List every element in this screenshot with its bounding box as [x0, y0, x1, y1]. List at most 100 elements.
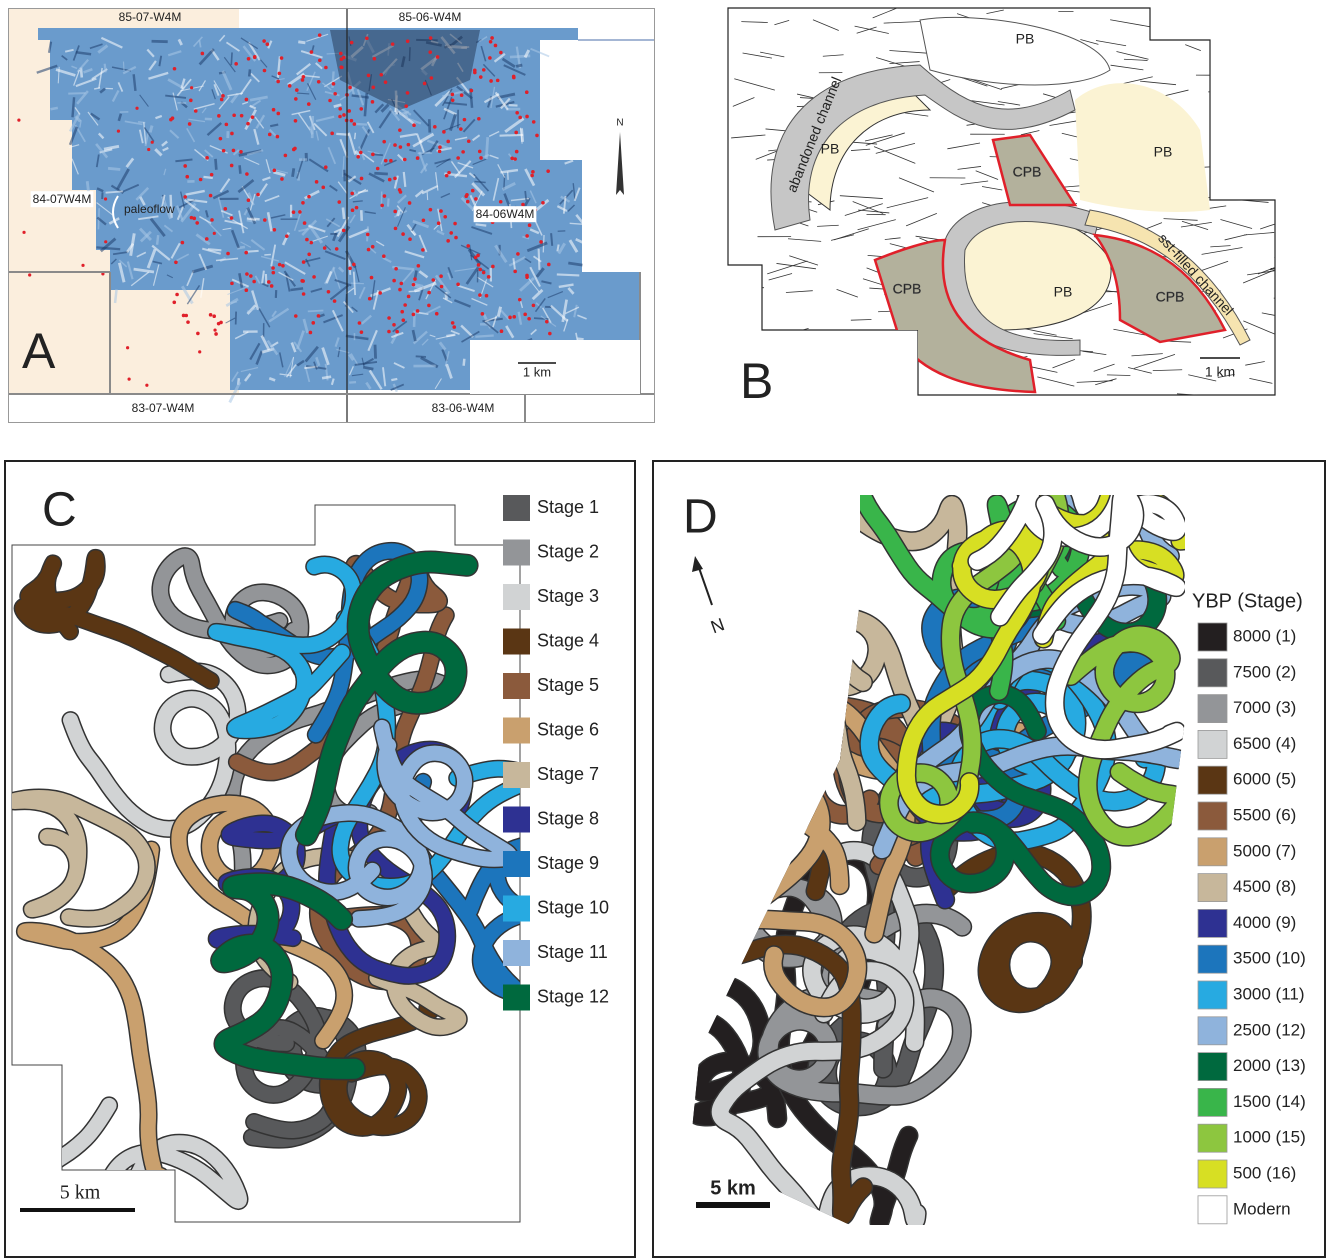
well [251, 115, 255, 119]
legend-label: Stage 1 [537, 497, 599, 517]
well [494, 44, 498, 48]
well [408, 237, 412, 241]
legend-swatch [1198, 659, 1227, 687]
legend-label: 8000 (1) [1233, 626, 1296, 645]
legend-label: Stage 10 [537, 897, 609, 917]
well [513, 157, 517, 161]
well [263, 69, 267, 73]
well [456, 282, 460, 286]
well [318, 33, 322, 37]
well [370, 276, 374, 280]
well [398, 128, 402, 132]
well [365, 36, 369, 40]
legend-swatch [1198, 909, 1227, 937]
legend-swatch [503, 851, 530, 877]
well [217, 114, 221, 118]
well [398, 188, 402, 192]
texture-stroke [539, 249, 540, 270]
well [438, 145, 442, 149]
texture-stroke [486, 137, 487, 159]
cpb-label: CPB [893, 281, 922, 297]
well [412, 313, 416, 317]
well [342, 229, 346, 233]
well [295, 88, 299, 92]
well [427, 304, 431, 308]
panel-a: 85-07-W4M85-06-W4M84-07W4M84-06W4M83-07-… [9, 9, 655, 423]
well [427, 291, 431, 295]
legend-label: 1500 (14) [1233, 1092, 1306, 1111]
legend-label: 6000 (5) [1233, 770, 1296, 789]
scroll-line [1274, 256, 1305, 257]
well [321, 186, 325, 190]
well [347, 109, 351, 113]
well [531, 170, 535, 174]
well [335, 247, 339, 251]
well [547, 263, 551, 267]
well [382, 254, 386, 258]
well [307, 195, 311, 199]
legend-swatch [503, 673, 530, 699]
well [298, 210, 302, 214]
well [210, 218, 214, 222]
well [412, 283, 416, 287]
well [525, 90, 529, 94]
texture-stroke [105, 64, 106, 73]
well [513, 270, 517, 274]
well [210, 173, 214, 177]
pb-label: PB [1154, 144, 1173, 160]
well [499, 200, 503, 204]
well [416, 309, 420, 313]
well [460, 93, 464, 97]
well [400, 310, 404, 314]
well [406, 39, 410, 43]
well [280, 56, 284, 60]
texture-stroke [312, 116, 313, 138]
legend-label: Stage 4 [537, 630, 599, 650]
township-label: 83-07-W4M [132, 401, 195, 415]
well [315, 180, 319, 184]
scroll-line [834, 379, 857, 386]
well [360, 177, 364, 181]
legend-label: 1000 (15) [1233, 1128, 1306, 1147]
scroll-line [1211, 117, 1242, 118]
well [416, 156, 420, 160]
texture-stroke [353, 201, 363, 202]
well [378, 291, 382, 295]
texture-stroke [293, 168, 294, 176]
well [266, 42, 270, 46]
well [488, 56, 492, 60]
well [380, 204, 384, 208]
well [403, 158, 407, 162]
texture-stroke [474, 181, 485, 182]
well [412, 123, 416, 127]
well [485, 294, 489, 298]
well [195, 221, 199, 225]
well [273, 228, 277, 232]
well [371, 100, 375, 104]
scale-label: 1 km [1205, 364, 1235, 380]
scale-box [470, 340, 640, 394]
legend-swatch [1198, 1124, 1227, 1152]
well [446, 239, 450, 243]
well [451, 93, 455, 97]
texture-stroke [557, 274, 579, 275]
scroll-line [740, 301, 759, 308]
legend-label: Modern [1233, 1199, 1291, 1218]
well [393, 177, 397, 181]
texture-stroke [355, 133, 356, 139]
legend-label: 4000 (9) [1233, 913, 1296, 932]
scroll-line [797, 382, 839, 385]
paleoflow-label: paleoflow [124, 202, 175, 216]
texture-stroke [355, 124, 367, 125]
well [440, 285, 444, 289]
scroll-line [1267, 83, 1309, 98]
texture-stroke [374, 173, 388, 174]
cpb-label: CPB [1156, 289, 1185, 305]
texture-stroke [108, 168, 120, 169]
legend-label: 5000 (7) [1233, 841, 1296, 860]
well [379, 73, 383, 77]
well [518, 298, 522, 302]
well [477, 263, 481, 267]
well [323, 246, 327, 250]
well [389, 159, 393, 163]
